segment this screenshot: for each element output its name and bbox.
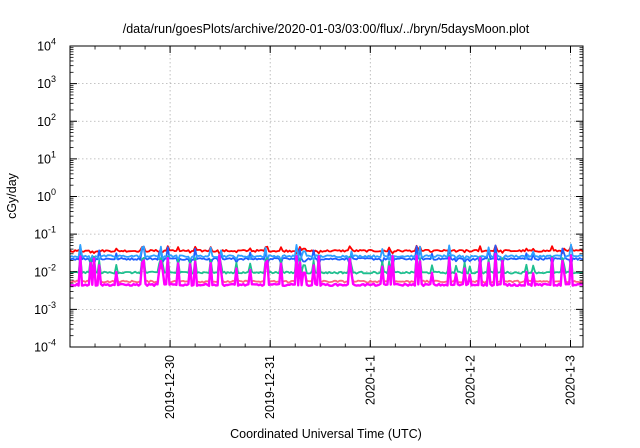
plot-frame bbox=[69, 45, 584, 348]
x-axis-label: Coordinated Universal Time (UTC) bbox=[230, 427, 422, 441]
chart-title: /data/run/goesPlots/archive/2020-01-03/0… bbox=[123, 22, 530, 36]
y-tick-label: 10-1 bbox=[34, 225, 56, 242]
x-tick-label: 2020-1-1 bbox=[363, 355, 377, 405]
x-tick-label: 2019-12-30 bbox=[163, 355, 177, 419]
y-tick-label: 10-3 bbox=[34, 300, 56, 317]
y-tick-label: 102 bbox=[37, 112, 56, 129]
y-tick-label: 10-2 bbox=[34, 262, 56, 279]
series-line-6 bbox=[69, 252, 584, 287]
x-tick-labels: 2019-12-30 2019-12-31 2020-1-1 2020-1-2 2020… bbox=[163, 355, 577, 419]
y-tick-label: 100 bbox=[37, 187, 56, 204]
y-tick-label: 10-4 bbox=[34, 338, 56, 355]
y-tick-label: 104 bbox=[37, 37, 56, 54]
x-tick-label: 2019-12-31 bbox=[263, 355, 277, 419]
series-line-2 bbox=[69, 244, 584, 267]
y-tick-labels: 10-4 10-3 10-2 10-1 100 101 102 103 104 bbox=[34, 37, 56, 355]
y-axis-label: cGy/day bbox=[5, 172, 19, 219]
series-line-1 bbox=[69, 244, 584, 255]
x-tick-label: 2020-1-3 bbox=[563, 355, 577, 405]
series-line-3 bbox=[69, 243, 583, 264]
x-tick-label: 2020-1-2 bbox=[463, 355, 477, 405]
data-series bbox=[69, 243, 584, 287]
y-tick-label: 103 bbox=[37, 74, 56, 91]
y-tick-label: 101 bbox=[37, 149, 56, 166]
